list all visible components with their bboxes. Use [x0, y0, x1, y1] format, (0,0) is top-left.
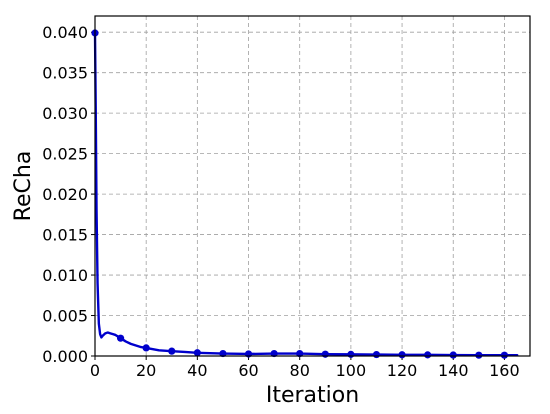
data-point — [321, 350, 329, 358]
data-point — [168, 347, 176, 355]
y-tick-label: 0.030 — [42, 104, 88, 123]
axis-ticks: 0 20 40 60 80 100 120 140 160 0.000 0.005 0.010 0.01… — [42, 23, 519, 380]
y-tick-label: 0.040 — [42, 23, 88, 42]
x-tick-label: 60 — [238, 361, 258, 380]
y-tick-label: 0.035 — [42, 64, 88, 83]
y-tick-label: 0.005 — [42, 307, 88, 326]
data-point — [372, 350, 381, 359]
x-tick-label: 140 — [438, 361, 469, 380]
data-point — [142, 344, 150, 352]
y-tick-label: 0.015 — [42, 226, 88, 245]
data-point — [475, 351, 483, 359]
data-point — [500, 351, 509, 359]
data-point — [270, 349, 278, 358]
y-axis-label: ReCha — [11, 151, 36, 222]
data-point — [296, 349, 304, 358]
y-tick-label: 0.025 — [42, 145, 88, 164]
data-point — [219, 349, 227, 358]
x-tick-label: 120 — [387, 361, 418, 380]
grid — [94, 16, 530, 357]
x-tick-label: 100 — [336, 361, 367, 380]
x-tick-label: 160 — [489, 361, 520, 380]
x-tick-label: 80 — [290, 361, 310, 380]
data-point — [449, 351, 457, 359]
plot-frame — [94, 15, 531, 357]
data-point — [398, 351, 406, 359]
data-point — [116, 334, 125, 342]
data-point — [193, 349, 201, 357]
x-tick-label: 0 — [90, 361, 100, 380]
y-tick-label: 0.000 — [42, 347, 88, 366]
y-tick-label: 0.020 — [42, 185, 88, 204]
x-tick-label: 40 — [187, 361, 207, 380]
x-tick-label: 20 — [136, 361, 156, 380]
x-axis-label: Iteration — [266, 383, 359, 408]
data-point — [347, 350, 355, 358]
data-point — [424, 351, 432, 359]
y-tick-label: 0.010 — [42, 266, 88, 285]
